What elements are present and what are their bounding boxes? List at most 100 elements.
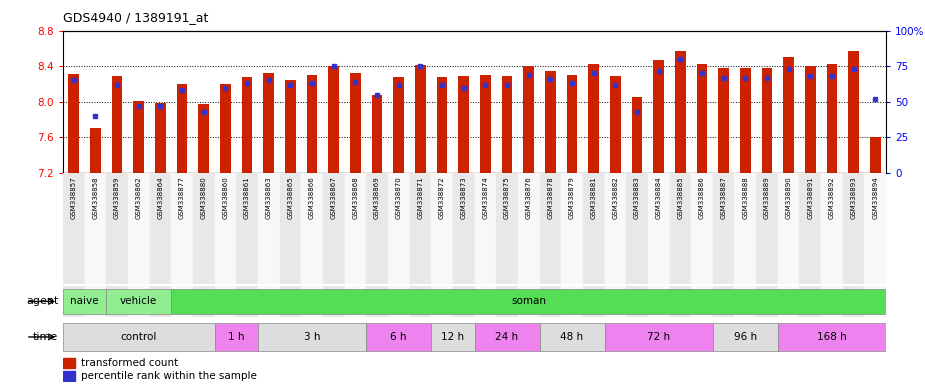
Bar [128,286,150,317]
Bar [821,286,843,317]
Bar [410,173,431,284]
Bar [215,323,258,351]
Bar [388,286,410,317]
Bar [393,77,404,173]
Bar [350,73,361,173]
Text: GSM338867: GSM338867 [331,176,337,219]
Bar [106,173,128,284]
Text: control: control [120,332,157,342]
Bar [653,60,664,173]
Text: GSM338857: GSM338857 [70,176,77,219]
Bar [501,76,512,173]
Bar [821,173,843,284]
Bar [128,173,150,284]
Bar [799,286,821,317]
Bar [458,76,469,173]
Bar [220,84,231,173]
Bar [588,65,599,173]
Text: GSM338877: GSM338877 [179,176,185,219]
Bar [539,173,561,284]
Bar [539,286,561,317]
Bar [133,101,144,173]
Text: 96 h: 96 h [734,332,757,342]
Text: GSM338872: GSM338872 [439,176,445,219]
Bar [670,173,691,284]
Bar [177,84,188,173]
Text: GSM338882: GSM338882 [612,176,618,219]
Bar [648,286,670,317]
Bar [106,286,128,317]
Text: GSM338858: GSM338858 [92,176,98,219]
Bar [63,286,84,317]
Text: agent: agent [26,296,58,306]
Bar [567,75,577,173]
Bar [475,323,539,351]
Bar [171,173,193,284]
Bar [740,68,751,173]
Bar [561,173,583,284]
Bar [155,103,166,173]
Text: GSM338860: GSM338860 [222,176,228,219]
Text: 48 h: 48 h [561,332,584,342]
Text: GSM338888: GSM338888 [743,176,748,219]
Text: GSM338880: GSM338880 [201,176,206,219]
Text: 24 h: 24 h [496,332,519,342]
Bar [63,173,84,284]
Bar [713,286,734,317]
Bar [496,173,518,284]
Text: naive: naive [70,296,99,306]
Text: GSM338891: GSM338891 [808,176,813,219]
Bar [285,79,296,173]
Text: GDS4940 / 1389191_at: GDS4940 / 1389191_at [63,12,208,25]
Bar [106,288,171,314]
Bar [453,286,475,317]
Bar [734,286,756,317]
Bar [84,286,106,317]
Bar [236,173,258,284]
Bar [605,286,626,317]
Text: 168 h: 168 h [817,332,847,342]
Text: GSM338863: GSM338863 [265,176,272,219]
Text: GSM338892: GSM338892 [829,176,835,219]
Bar [431,286,453,317]
Bar [279,286,302,317]
Text: time: time [33,332,58,342]
Text: GSM338884: GSM338884 [656,176,661,219]
Text: GSM338881: GSM338881 [591,176,597,219]
Bar [761,68,772,173]
Text: GSM338890: GSM338890 [785,176,792,219]
Text: 12 h: 12 h [441,332,464,342]
Bar [778,173,799,284]
Bar [453,173,475,284]
Bar [388,173,410,284]
Bar [805,66,816,173]
Bar [539,323,605,351]
Text: GSM338869: GSM338869 [374,176,380,219]
Bar [328,66,339,173]
Text: GSM338879: GSM338879 [569,176,575,219]
Bar [632,97,643,173]
Text: GSM338885: GSM338885 [677,176,684,219]
Text: GSM338878: GSM338878 [548,176,553,219]
Bar [258,286,279,317]
Bar [496,286,518,317]
Text: 3 h: 3 h [303,332,320,342]
Text: GSM338883: GSM338883 [634,176,640,219]
Text: GSM338887: GSM338887 [721,176,727,219]
Text: GSM338874: GSM338874 [482,176,488,219]
Bar [410,286,431,317]
Bar [848,51,859,173]
Bar [323,173,344,284]
Text: GSM338861: GSM338861 [244,176,250,219]
Bar [713,173,734,284]
Text: GSM338871: GSM338871 [417,176,424,219]
Bar [198,104,209,173]
Text: GSM338868: GSM338868 [352,176,358,219]
Bar [691,286,713,317]
Bar [258,173,279,284]
Bar [150,286,171,317]
Bar [843,286,865,317]
Bar [670,286,691,317]
Bar [84,173,106,284]
Bar [306,75,317,173]
